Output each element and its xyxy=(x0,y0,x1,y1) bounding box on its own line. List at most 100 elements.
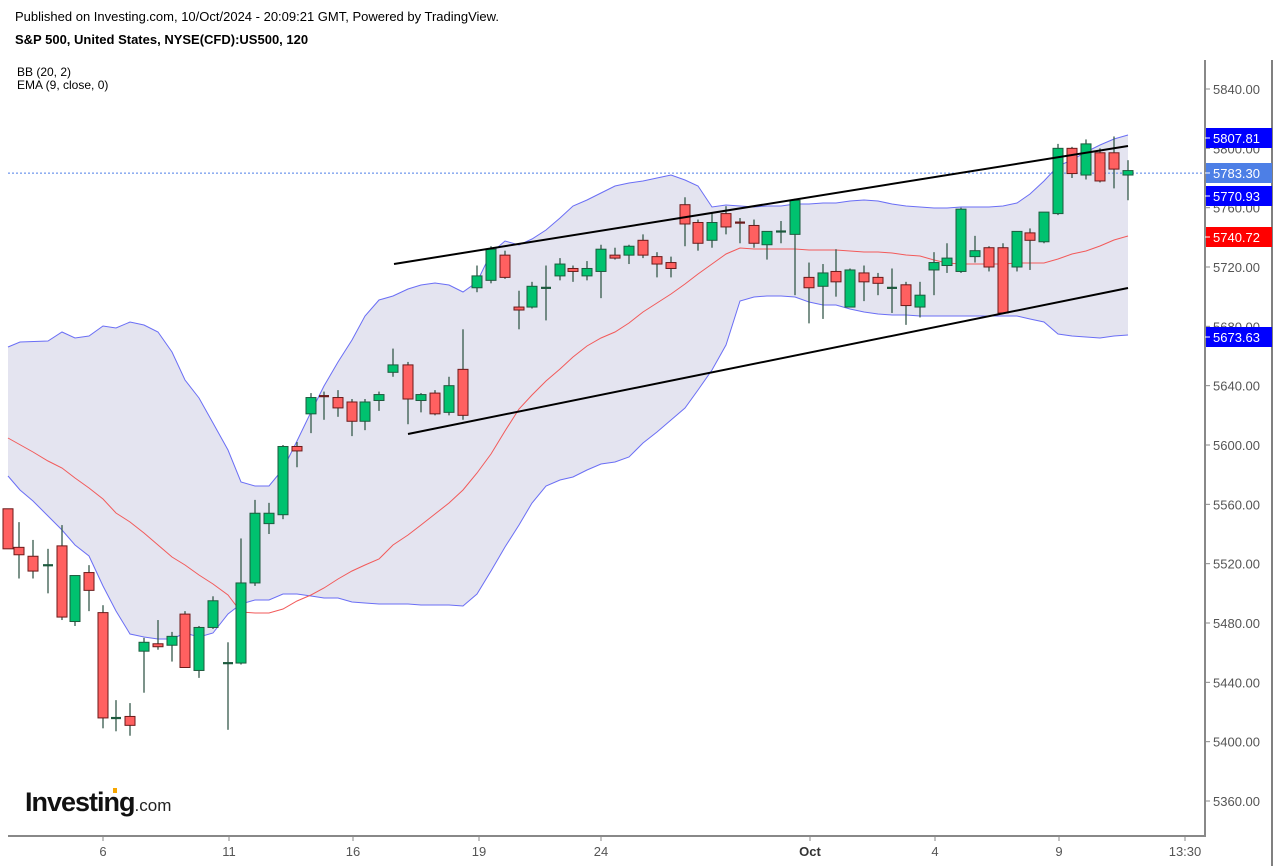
candle xyxy=(124,703,136,736)
candle xyxy=(872,272,884,296)
y-tick-label: 5640.00 xyxy=(1213,379,1260,394)
candle xyxy=(914,281,926,318)
candle-body xyxy=(138,641,150,652)
candle-body xyxy=(541,286,551,289)
candle-body xyxy=(291,445,303,452)
bb-upper-label xyxy=(1206,128,1272,148)
candle xyxy=(13,522,25,579)
candle xyxy=(706,212,718,248)
candle xyxy=(471,265,483,293)
candle-body xyxy=(1038,211,1050,243)
ema-value: 5770.93 xyxy=(1213,189,1260,204)
candle-body xyxy=(941,257,953,267)
candle-body xyxy=(152,643,164,648)
candle xyxy=(595,244,607,299)
candle xyxy=(43,548,53,594)
candle-body xyxy=(124,715,136,726)
candle xyxy=(1122,160,1134,201)
candle xyxy=(223,642,233,730)
candle-body xyxy=(900,284,912,307)
candle xyxy=(1094,148,1106,183)
candle xyxy=(193,625,205,678)
candle-body xyxy=(235,582,247,664)
candle-body xyxy=(402,364,414,400)
candle-body xyxy=(443,385,455,413)
candle xyxy=(1080,139,1092,180)
candle xyxy=(900,281,912,325)
candle-body xyxy=(858,272,870,283)
candle-body xyxy=(720,213,732,228)
candle-body xyxy=(665,262,677,269)
candle-body xyxy=(761,230,773,246)
candle xyxy=(735,218,745,244)
candle xyxy=(263,502,275,534)
candle xyxy=(152,620,164,650)
candle-body xyxy=(263,512,275,525)
candle xyxy=(541,265,551,321)
candle xyxy=(277,445,289,520)
candle xyxy=(332,390,344,417)
candle xyxy=(637,234,649,259)
candle-body xyxy=(1108,152,1120,170)
candle xyxy=(27,539,39,579)
candles xyxy=(2,136,1134,736)
instrument-title: S&P 500, United States, NYSE(CFD):US500,… xyxy=(15,32,309,47)
candle-body xyxy=(567,267,579,272)
candle-body xyxy=(776,230,786,233)
candle-body xyxy=(692,222,704,244)
x-tick-label: 11 xyxy=(222,844,236,859)
candle xyxy=(554,258,566,281)
candle xyxy=(776,221,786,244)
candle xyxy=(581,261,593,281)
candle-body xyxy=(249,512,261,584)
candle xyxy=(1066,146,1078,178)
logo-accent xyxy=(113,788,117,793)
candle-body xyxy=(166,635,178,646)
candle-body xyxy=(887,286,897,289)
candle xyxy=(567,265,579,282)
candle-body xyxy=(332,397,344,409)
candle xyxy=(679,197,691,247)
y-tick-label: 5440.00 xyxy=(1213,675,1260,690)
indicator-bb: BB (20, 2) xyxy=(17,65,72,79)
candle-body xyxy=(277,445,289,516)
candle xyxy=(402,361,414,425)
candle xyxy=(997,243,1009,314)
candle xyxy=(387,348,399,377)
candle-body xyxy=(305,397,317,415)
candle-body xyxy=(13,546,25,556)
channel-lower[interactable] xyxy=(407,287,1129,435)
channel-upper[interactable] xyxy=(393,145,1129,265)
candle-body xyxy=(706,222,718,241)
candle xyxy=(858,265,870,302)
candle-body xyxy=(955,208,967,272)
candle xyxy=(207,596,219,629)
candle-body xyxy=(319,395,329,398)
candle xyxy=(1108,136,1120,189)
candle xyxy=(166,631,178,662)
x-tick-label: 19 xyxy=(472,844,486,859)
candle-body xyxy=(969,250,981,258)
candle-body xyxy=(526,285,538,308)
candle xyxy=(319,391,329,420)
candle xyxy=(485,246,497,284)
candle-body xyxy=(429,392,441,415)
candle xyxy=(373,391,385,411)
candle-body xyxy=(830,270,842,283)
candle-body xyxy=(581,267,593,277)
candle xyxy=(748,219,760,248)
candle xyxy=(138,637,150,693)
y-tick-label: 5520.00 xyxy=(1213,557,1260,572)
candle xyxy=(2,508,14,550)
candle xyxy=(1038,211,1050,244)
candle xyxy=(249,499,261,586)
y-tick-label: 5360.00 xyxy=(1213,794,1260,809)
candle xyxy=(235,538,247,665)
last-price-value: 5783.30 xyxy=(1213,166,1260,181)
x-tick-label: 24 xyxy=(594,844,608,859)
candle-body xyxy=(595,248,607,272)
candle xyxy=(346,399,358,437)
candle-body xyxy=(609,254,621,259)
candle-body xyxy=(207,600,219,628)
